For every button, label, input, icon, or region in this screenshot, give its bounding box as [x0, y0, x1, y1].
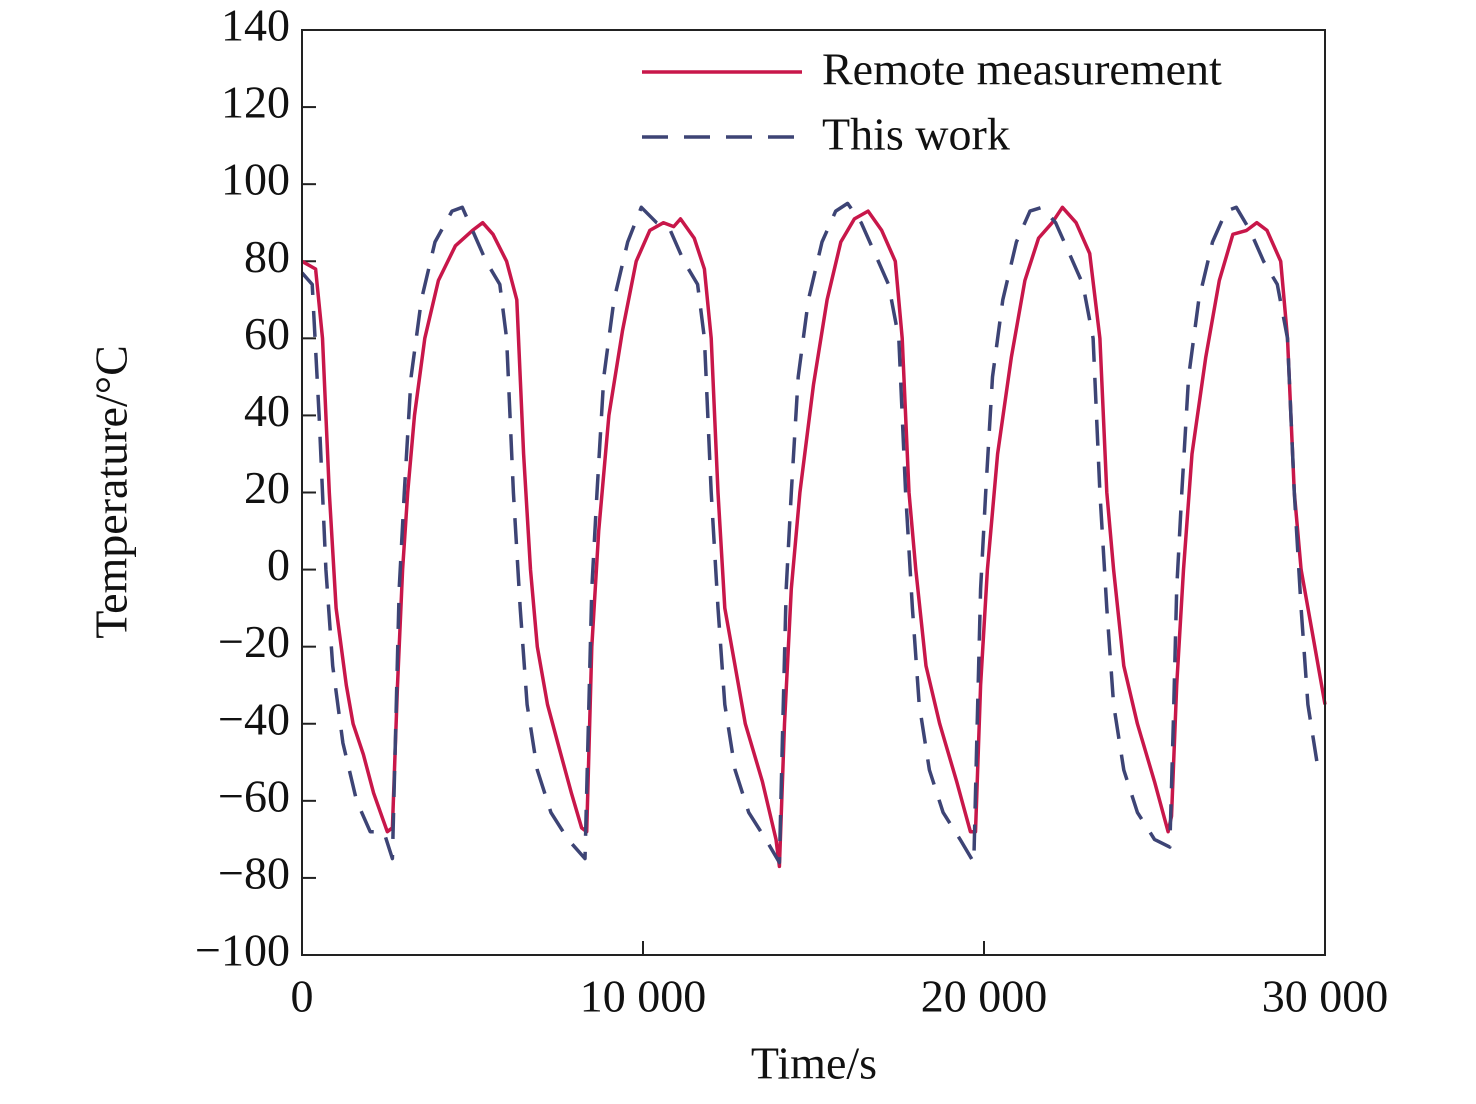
x-tick-label: 20 000 [921, 971, 1048, 1022]
y-tick-label: −80 [218, 847, 290, 898]
y-tick-label: 120 [221, 77, 290, 128]
y-tick-label: 0 [267, 539, 290, 590]
y-tick-label: 80 [244, 231, 290, 282]
legend-label: Remote measurement [822, 44, 1222, 95]
y-tick-label: −40 [218, 693, 290, 744]
y-tick-label: −100 [195, 925, 290, 976]
x-tick-label: 30 000 [1262, 971, 1389, 1022]
series-line [300, 201, 1325, 865]
y-tick-label: −60 [218, 770, 290, 821]
y-tick-label: −20 [218, 616, 290, 667]
legend-label: This work [822, 109, 1010, 160]
y-tick-label: 60 [244, 308, 290, 359]
plot-frame [301, 29, 1326, 956]
y-tick-label: 100 [221, 154, 290, 205]
y-tick-label: 20 [244, 462, 290, 513]
y-axis-label: Temperature/°C [86, 345, 137, 639]
x-axis-label: Time/s [751, 1038, 877, 1089]
y-tick-label: 140 [221, 0, 290, 51]
series-line [301, 205, 1327, 869]
x-tick-label: 10 000 [580, 971, 707, 1022]
x-tick-label: 0 [291, 971, 314, 1022]
y-tick-label: 40 [244, 385, 290, 436]
